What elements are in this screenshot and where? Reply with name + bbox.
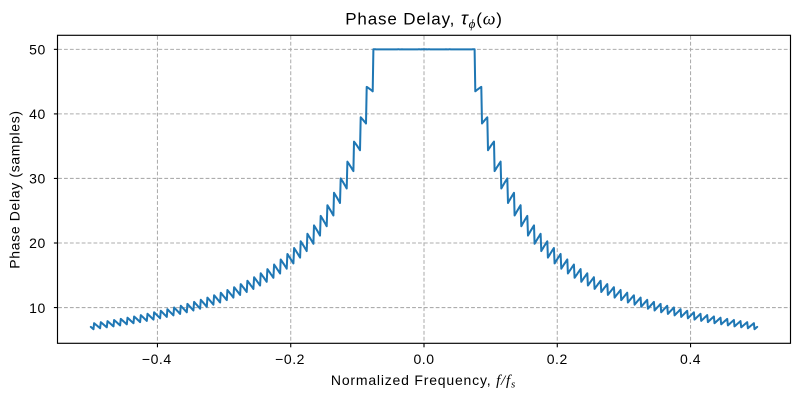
svg-text:0.2: 0.2: [547, 351, 568, 367]
svg-text:0.0: 0.0: [413, 351, 434, 367]
svg-text:0.4: 0.4: [680, 351, 701, 367]
svg-text:Phase Delay, τϕ(ω): Phase Delay, τϕ(ω): [345, 7, 503, 31]
svg-text:−0.4: −0.4: [142, 351, 172, 367]
svg-text:20: 20: [29, 235, 46, 251]
svg-text:Normalized Frequency, f/fs: Normalized Frequency, f/fs: [331, 372, 516, 391]
svg-text:10: 10: [29, 300, 46, 316]
svg-text:40: 40: [29, 106, 46, 122]
svg-text:Phase Delay (samples): Phase Delay (samples): [7, 110, 23, 268]
svg-text:50: 50: [29, 42, 46, 58]
svg-text:−0.2: −0.2: [275, 351, 305, 367]
svg-text:30: 30: [29, 171, 46, 187]
